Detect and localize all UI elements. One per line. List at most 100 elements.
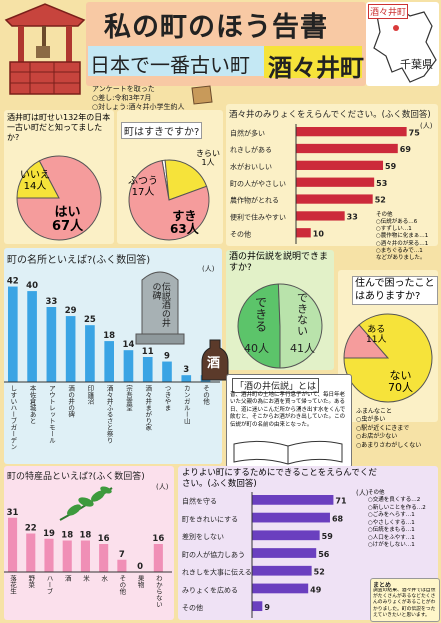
q6-slice-1 (343, 313, 433, 403)
q4-bar-4 (85, 325, 95, 382)
q4-bar-0 (8, 286, 18, 382)
q3-value-label-1: 69 (400, 145, 412, 154)
q7-bar-5 (99, 544, 109, 572)
q2-question: 町はすきですか? (121, 122, 203, 139)
q6-comment-3: ○あまりさわがしくない (356, 441, 422, 449)
q3-value-label-5: 33 (347, 213, 358, 222)
q6-slice-label-yes: ある 11人 (366, 325, 386, 346)
q8-question: よりよい町にするためにできることをえらんでください。(ふく数回答) (182, 468, 377, 489)
q8-category-label-4: れきしを大事に伝える (182, 568, 252, 577)
q3-others-4: ○まちぐるみで…1 (376, 247, 423, 254)
q4-value-label-0: 42 (7, 277, 19, 287)
q1-slice-0 (16, 160, 60, 199)
q3-bar-1 (296, 143, 398, 154)
q7-value-label-7: 0 (137, 562, 143, 572)
q7-question: 町の特産品といえば?(ふく数回答) (7, 472, 145, 482)
q3-category-label-5: 便利で住みやすい (230, 213, 286, 222)
q7-value-label-4: 18 (80, 531, 92, 541)
q2-slice-label-like: すき 63人 (170, 209, 199, 236)
q8-category-label-6: その他 (182, 603, 203, 612)
monument-illustration (135, 271, 185, 345)
survey-line-1: ○差し:令和3年7月 (92, 94, 152, 102)
q8-bar-chart: 自然を守る 71 町をきれいにする 68 差別をしない 59 町の人が協力しあう 56 れきしを… (182, 492, 347, 618)
q3-bar-2 (296, 160, 384, 170)
q8-others-0: ○交通を良くする…2 (368, 497, 421, 504)
q6-label-no: ない (389, 369, 412, 382)
q8-bar-0 (252, 495, 334, 505)
q7-value-label-3: 18 (61, 531, 73, 541)
q8-others-5: ○人口をふやす…1 (368, 534, 415, 541)
monument-text: 伝説酒の井の碑 (150, 282, 170, 327)
q3-category-label-0: 自然が多い (230, 128, 265, 137)
q3-category-label-6: その他 (230, 229, 251, 238)
q3-category-label-2: 水がおいしい (230, 162, 272, 171)
q4-bar-9 (181, 375, 192, 382)
sake-character: 酒 (207, 356, 221, 371)
q2-slice-2 (128, 160, 210, 241)
q7-category-label-8: わからない (154, 575, 162, 608)
q8-others-title: その他 (368, 490, 385, 496)
q4-value-label-6: 14 (123, 340, 135, 350)
town-name: 酒々井町 (268, 54, 364, 82)
q1-label-yes: はい (54, 205, 81, 220)
q7-category-label-1: 野菜 (27, 575, 35, 590)
q5-label-cannot: できない (295, 292, 309, 336)
q4-category-label-6: 宗吾霊堂 (124, 384, 132, 412)
q4-category-label-9: カンガルー山 (182, 385, 190, 426)
q7-bar-4 (80, 540, 90, 572)
q4-category-label-0: しすいハーブガーデン (9, 385, 17, 450)
q4-value-label-7: 11 (142, 347, 154, 357)
q3-bar-3 (296, 177, 375, 187)
map-label-pref: 千葉県 (400, 58, 433, 71)
page-title: 私の町のほう告書 (104, 12, 328, 43)
q8-bar-3 (252, 548, 317, 558)
q3-value-label-6: 10 (313, 229, 325, 238)
survey-line-2: ○対しょう:酒々井小学生約人 (92, 103, 185, 111)
q2-label-normal: ふつう (128, 176, 158, 187)
q7-unit: (人) (156, 483, 169, 491)
q1-slice-1 (16, 155, 102, 241)
q4-value-label-5: 18 (103, 331, 115, 341)
q5-value-can: 40人 (244, 342, 269, 355)
q4-bar-6 (123, 350, 134, 382)
q1-value-yes: 67人 (52, 219, 84, 235)
q4-value-label-8: 9 (164, 352, 170, 362)
q7-bar-1 (26, 533, 36, 572)
q5-slice-0 (237, 283, 281, 369)
q8-category-label-1: 町をきれいにする (182, 515, 238, 523)
subtitle-text: 日本で一番古い町 (90, 53, 250, 77)
q6-value-no: 70人 (388, 381, 413, 395)
q7-category-label-6: その他 (118, 575, 126, 596)
survey-heading: アンケートを取った (92, 85, 155, 93)
q4-question: 町の名所といえば?(ふく数回答) (7, 255, 151, 266)
q1-label-no: いいえ (20, 170, 50, 181)
q7-category-label-5: 水 (100, 574, 108, 582)
q8-bar-2 (252, 530, 320, 541)
q8-others-box: その他 ○交通を良くする…2 ○新しいことを作る…2 ○ごみをへらす…1 ○やさ… (368, 490, 436, 549)
q7-value-label-2: 19 (43, 529, 55, 539)
q4-category-label-8: つきやま (163, 385, 171, 411)
q4-unit: (人) (202, 265, 215, 273)
q4-value-label-4: 25 (84, 315, 96, 325)
q4-bar-7 (142, 357, 153, 382)
q8-bar-4 (252, 565, 312, 576)
herb-illustration (59, 486, 113, 521)
map-label-town: 酒々井町 (368, 4, 409, 19)
summary-panel (370, 578, 440, 622)
q3-question: 酒々井のみりょくをえらんでください。(ふく数回答) (229, 110, 431, 120)
q3-bar-chart: 自然が多い 75 れきしがある 69 水がおいしい 59 町の人がやさしい 53 農作物がとれる… (230, 124, 420, 244)
q7-category-label-0: 落花生 (9, 574, 17, 595)
q8-bar-6 (252, 601, 263, 612)
q7-bar-2 (44, 538, 54, 572)
q8-others-4: ○伝統をまもる…1 (368, 527, 415, 534)
q3-others-2: ○農作物に化まぁ…1 (376, 233, 429, 240)
q8-value-label-4: 52 (314, 568, 325, 577)
q8-value-label-6: 9 (264, 603, 270, 612)
sake-box-illustration (191, 85, 213, 105)
q7-value-label-5: 16 (98, 534, 110, 544)
chiba-map (373, 5, 437, 83)
q4-bar-3 (65, 316, 76, 382)
well-illustration (4, 3, 86, 95)
q3-others-3: ○酒々井のが来る…1 (376, 240, 429, 247)
q3-bar-0 (296, 127, 407, 137)
